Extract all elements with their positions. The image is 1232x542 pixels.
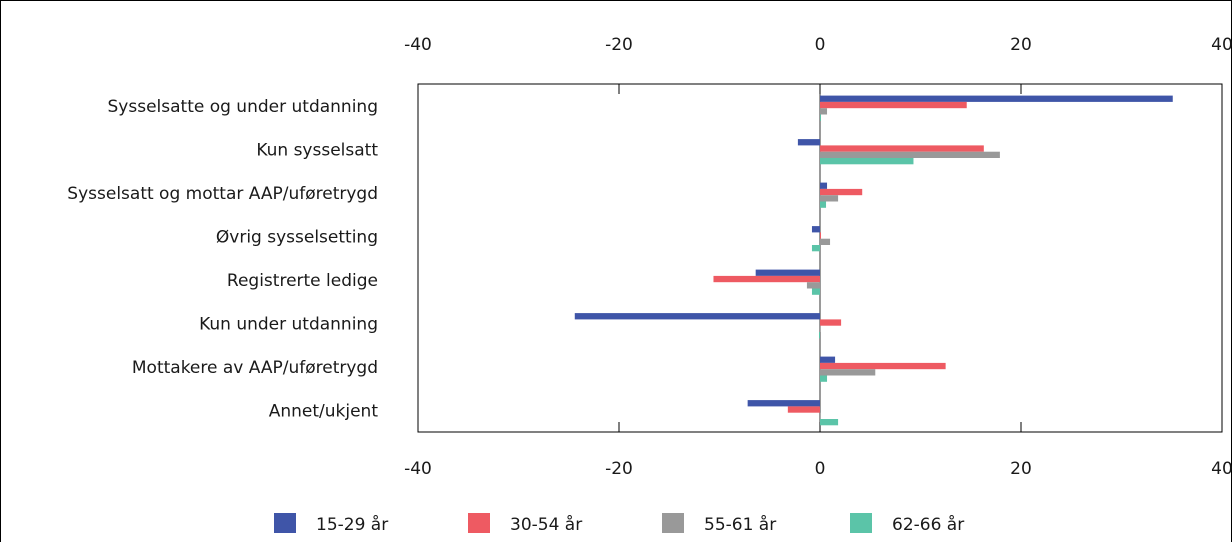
bar (820, 232, 822, 239)
bar (787, 406, 820, 413)
bar (820, 158, 914, 165)
bar (820, 412, 821, 419)
bar (820, 188, 863, 196)
x-tick-label-bottom: 0 (815, 459, 826, 479)
bar (820, 419, 839, 426)
legend-label: 62-66 år (892, 514, 964, 535)
bar (797, 139, 820, 146)
bar (820, 114, 822, 121)
legend-label: 15-29 år (316, 514, 388, 535)
bar (820, 319, 842, 326)
x-tick-label-top: 40 (1211, 35, 1232, 55)
legend-label: 55-61 år (704, 514, 776, 535)
bar (820, 95, 1173, 102)
bar (820, 356, 836, 363)
x-tick-label-bottom: -20 (605, 459, 633, 479)
category-label: Annet/ukjent (269, 401, 379, 421)
bar (755, 269, 820, 276)
bar (820, 182, 828, 189)
x-tick-label-top: -20 (605, 35, 633, 55)
x-tick-label-top: 20 (1010, 35, 1032, 55)
bar (820, 108, 828, 115)
bar (811, 245, 820, 252)
category-label: Kun under utdanning (199, 314, 378, 334)
category-label: Mottakere av AAP/uføretrygd (132, 358, 378, 378)
category-label: Øvrig sysselsetting (216, 227, 378, 247)
bar (747, 400, 820, 407)
bar (713, 275, 820, 283)
bar (820, 101, 967, 109)
category-label: Sysselsatt og mottar AAP/uføretrygd (67, 184, 378, 204)
bar (820, 375, 828, 382)
bar (806, 282, 820, 289)
category-label: Kun sysselsatt (256, 140, 378, 160)
bar (818, 332, 820, 339)
legend-swatch (662, 513, 684, 533)
bar (820, 238, 831, 245)
bar (811, 226, 820, 233)
legend-swatch (850, 513, 872, 533)
bar (820, 362, 946, 370)
x-tick-label-bottom: 40 (1211, 459, 1232, 479)
legend-label: 30-54 år (510, 514, 582, 535)
bar (820, 195, 839, 202)
bar (820, 201, 827, 208)
bar (574, 313, 820, 320)
x-tick-label-top: 0 (815, 35, 826, 55)
category-label: Registrerte ledige (227, 271, 378, 291)
bar (811, 288, 820, 295)
legend-swatch (468, 513, 490, 533)
bar (820, 145, 984, 152)
x-tick-label-bottom: -40 (404, 459, 432, 479)
bar (820, 325, 821, 332)
x-tick-label-bottom: 20 (1010, 459, 1032, 479)
legend-swatch (274, 513, 296, 533)
bar (820, 369, 876, 376)
category-label: Sysselsatte og under utdanning (108, 97, 379, 117)
bar (820, 151, 1000, 158)
x-tick-label-top: -40 (404, 35, 432, 55)
